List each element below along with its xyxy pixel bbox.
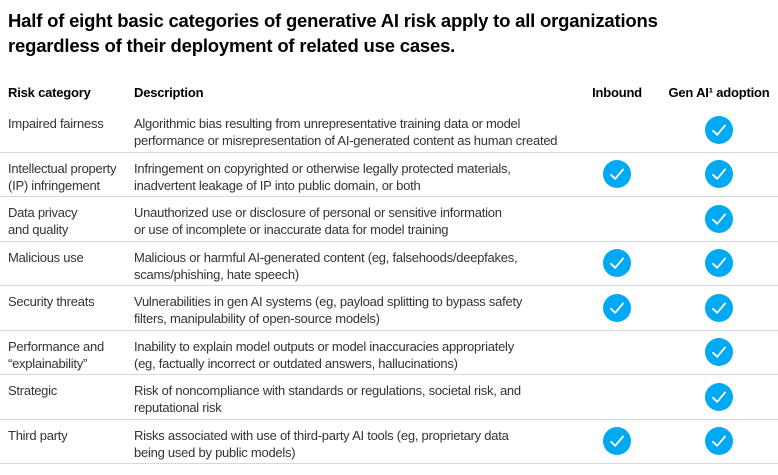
description-cell: Inability to explain model outputs or mo…	[134, 338, 514, 371]
genai-adoption-cell	[660, 242, 778, 286]
inbound-cell	[574, 108, 660, 152]
check-icon	[705, 249, 733, 278]
description-cell: Infringement on copyrighted or otherwise…	[134, 160, 511, 193]
risk-table: Risk category Description Inbound Gen AI…	[0, 85, 778, 464]
genai-adoption-cell	[660, 375, 778, 419]
description-cell: Risk of noncompliance with standards or …	[134, 383, 521, 415]
check-icon	[705, 115, 733, 144]
inbound-cell	[574, 286, 660, 330]
table-row: Intellectual property (IP) infringement …	[0, 153, 778, 197]
exhibit-title: Half of eight basic categories of genera…	[8, 10, 658, 56]
table-row: Security threats Vulnerabilities in gen …	[0, 286, 778, 331]
check-icon	[705, 204, 733, 233]
check-icon	[603, 293, 631, 322]
genai-adoption-cell	[660, 420, 778, 464]
description-cell: Algorithmic bias resulting from unrepres…	[134, 116, 558, 148]
check-icon	[705, 427, 733, 456]
column-header-description: Description	[134, 85, 204, 100]
check-icon	[603, 160, 631, 189]
genai-adoption-cell	[660, 153, 778, 197]
risk-category-cell: Impaired fairness	[8, 116, 104, 131]
inbound-cell	[574, 153, 660, 197]
check-icon	[705, 338, 733, 367]
risk-category-cell: Malicious use	[8, 249, 84, 265]
table-body: Impaired fairness Algorithmic bias resul…	[0, 108, 778, 464]
column-header-risk-category: Risk category	[8, 85, 91, 100]
table-row: Strategic Risk of noncompliance with sta…	[0, 375, 778, 420]
table-row: Data privacy and quality Unauthorized us…	[0, 197, 778, 242]
table-row: Performance and “explainability” Inabili…	[0, 331, 778, 375]
risk-category-cell: Intellectual property (IP) infringement	[8, 160, 117, 193]
description-cell: Risks associated with use of third-party…	[134, 427, 509, 460]
table-row: Malicious use Malicious or harmful AI-ge…	[0, 242, 778, 286]
description-cell: Malicious or harmful AI-generated conten…	[134, 249, 518, 282]
risk-category-cell: Performance and “explainability”	[8, 338, 104, 371]
risk-category-cell: Data privacy and quality	[8, 205, 78, 237]
inbound-cell	[574, 420, 660, 464]
table-row: Impaired fairness Algorithmic bias resul…	[0, 108, 778, 153]
inbound-cell	[574, 242, 660, 286]
description-cell: Vulnerabilities in gen AI systems (eg, p…	[134, 294, 523, 326]
check-icon	[705, 382, 733, 411]
inbound-cell	[574, 331, 660, 375]
check-icon	[603, 427, 631, 456]
risk-category-cell: Security threats	[8, 294, 95, 309]
check-icon	[603, 249, 631, 278]
risk-category-cell: Third party	[8, 427, 68, 443]
risk-category-cell: Strategic	[8, 383, 58, 398]
check-icon	[705, 293, 733, 322]
column-header-genai-adoption: Gen AI¹ adoption	[668, 85, 770, 100]
column-header-inbound: Inbound	[592, 85, 642, 100]
genai-adoption-cell	[660, 108, 778, 152]
table-row: Third party Risks associated with use of…	[0, 420, 778, 464]
check-icon	[705, 160, 733, 189]
genai-adoption-cell	[660, 286, 778, 330]
inbound-cell	[574, 375, 660, 419]
genai-adoption-cell	[660, 331, 778, 375]
table-header-row: Risk category Description Inbound Gen AI…	[0, 85, 778, 108]
inbound-cell	[574, 197, 660, 241]
genai-adoption-cell	[660, 197, 778, 241]
description-cell: Unauthorized use or disclosure of person…	[134, 205, 502, 237]
